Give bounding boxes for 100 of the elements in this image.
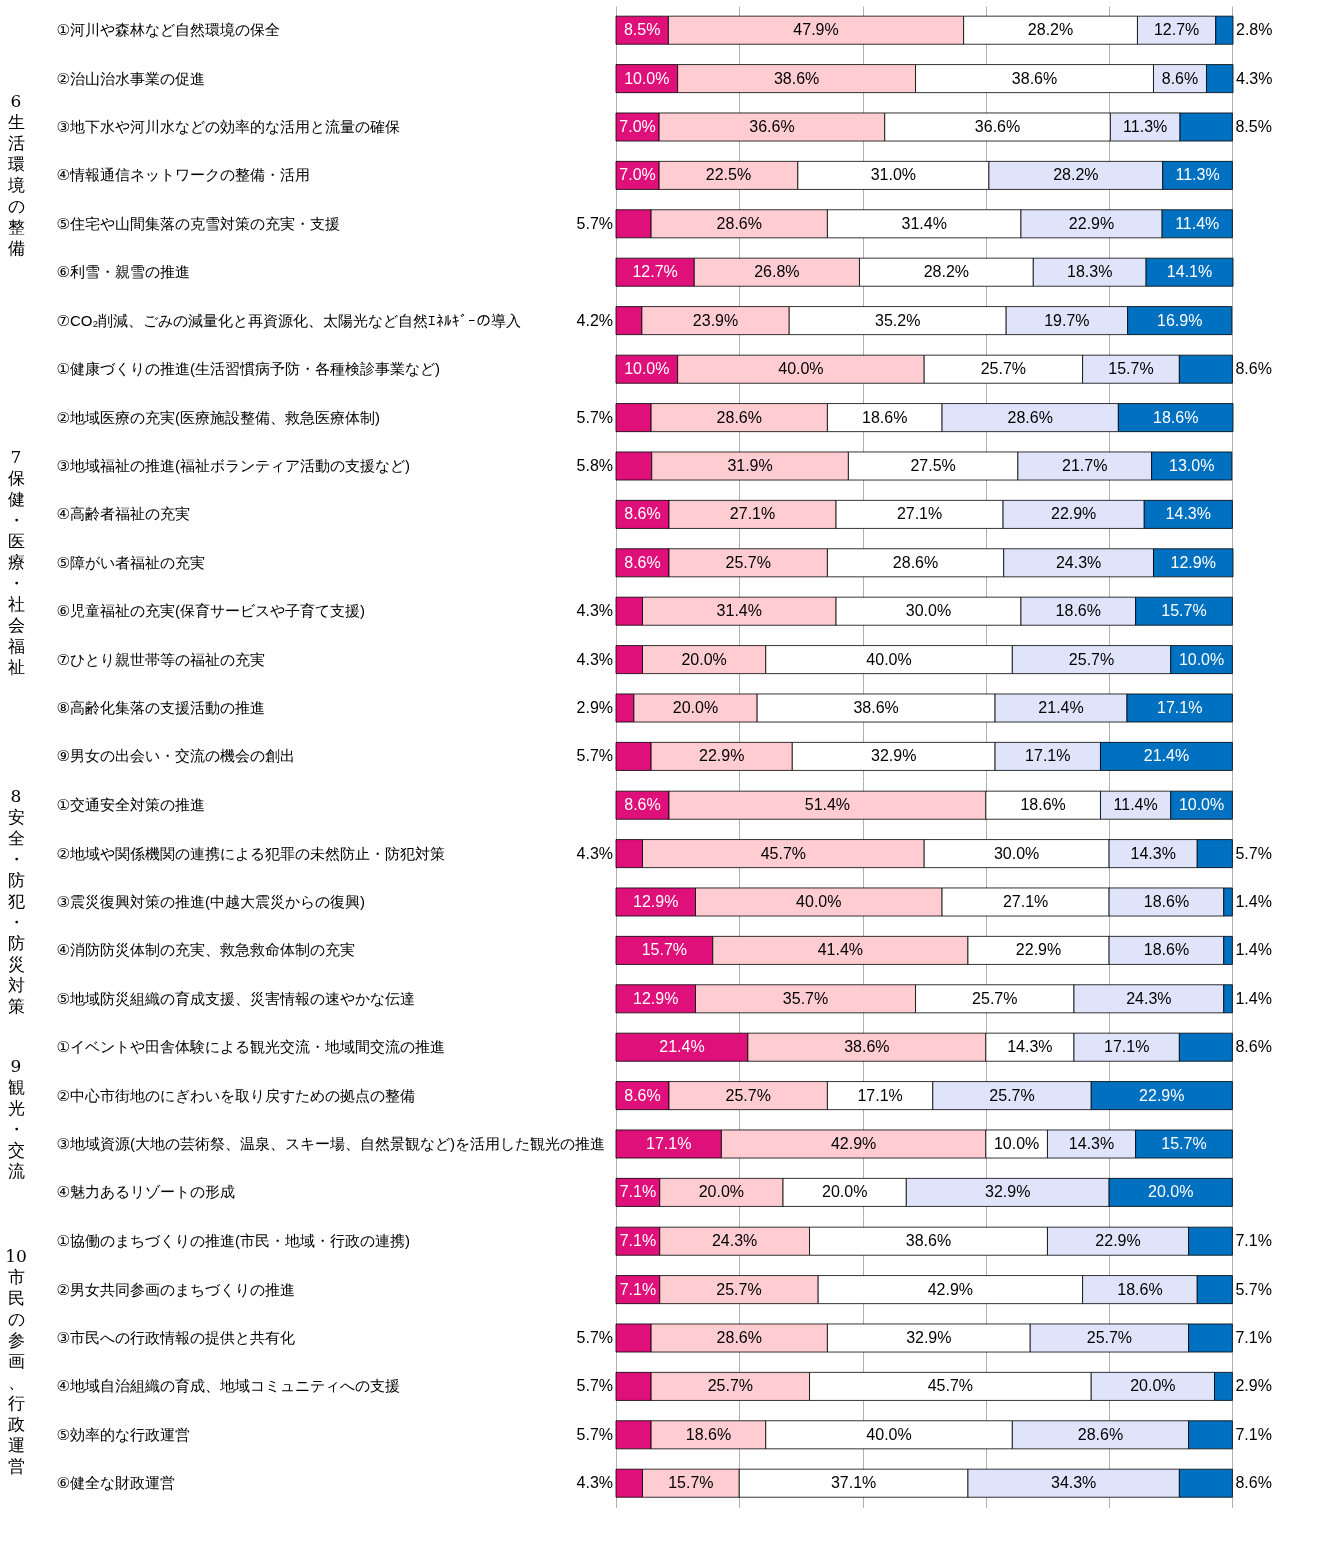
data-label: 7.0% — [619, 166, 656, 184]
y-tick-label: ③市民への行政情報の提供と共有化 — [56, 1329, 295, 1346]
data-label: 5.7% — [576, 1329, 613, 1346]
data-label: 1.4% — [1235, 989, 1272, 1007]
data-label: 17.1% — [1157, 699, 1203, 716]
y-tick-label: ③地域資源(大地の芸術祭、温泉、スキー場、自然景観など)を活用した観光の推進 — [56, 1135, 605, 1152]
data-label: 12.9% — [1170, 553, 1216, 571]
data-label: 38.6% — [773, 69, 820, 87]
data-label: 38.6% — [844, 1038, 890, 1056]
data-label: 4.3% — [576, 602, 613, 620]
data-label: 32.9% — [870, 747, 917, 765]
data-label: 20.0% — [681, 650, 727, 668]
data-label: 8.6% — [624, 796, 661, 814]
data-label: 25.7% — [707, 1377, 754, 1395]
text: 8 安全・防犯・防災対策 — [7, 786, 25, 1016]
data-label: 5.8% — [576, 457, 613, 474]
data-label: 24.3% — [711, 1232, 758, 1250]
data-label: 15.7% — [668, 1474, 714, 1492]
data-label: 5.7% — [1235, 1280, 1272, 1298]
data-label: 5.7% — [576, 747, 613, 765]
data-label: 4.3% — [576, 650, 613, 668]
data-label: 10.0% — [993, 1135, 1040, 1152]
data-label: 25.7% — [1086, 1329, 1133, 1346]
data-label: 10.0% — [624, 69, 670, 87]
data-label: 25.7% — [725, 553, 771, 571]
data-label: 8.6% — [1235, 1038, 1272, 1056]
data-label: 28.2% — [1027, 21, 1074, 39]
data-label: 7.1% — [619, 1183, 657, 1201]
data-label: 35.2% — [875, 311, 921, 329]
data-label: 25.7% — [725, 1086, 771, 1104]
data-label: 23.9% — [692, 311, 739, 329]
data-label: 4.3% — [576, 1474, 613, 1492]
data-label: 37.1% — [830, 1474, 877, 1492]
data-label: 32.9% — [906, 1329, 952, 1346]
data-label: 19.7% — [1044, 311, 1090, 329]
data-label: 7.1% — [1235, 1329, 1272, 1346]
data-label: 40.0% — [778, 360, 824, 378]
data-label: 20.0% — [1130, 1377, 1176, 1395]
data-label: 20.0% — [1148, 1183, 1194, 1201]
data-label: 28.6% — [716, 214, 762, 232]
data-label: 25.7% — [716, 1280, 762, 1298]
data-label: 31.4% — [901, 214, 947, 232]
data-label: 14.3% — [1165, 505, 1211, 523]
y-tick-label: ①協働のまちづくりの推進(市民・地域・行政の連携) — [56, 1232, 410, 1250]
data-label: 22.9% — [1050, 505, 1097, 523]
y-tick-label: ①健康づくりの推進(生活習慣病予防・各種検診事業など) — [56, 360, 440, 378]
data-label: 4.2% — [576, 311, 613, 329]
data-label: 18.6% — [1143, 893, 1190, 910]
data-label: 25.7% — [980, 360, 1027, 378]
y-tick-label: ④地域自治組織の育成、地域コミュニティへの支援 — [56, 1377, 400, 1395]
data-label: 18.6% — [1020, 796, 1066, 814]
data-label: 30.0% — [905, 602, 952, 620]
y-tick-label: ⑨男女の出会い・交流の機会の創出 — [56, 747, 295, 765]
data-label: 41.4% — [817, 941, 864, 959]
data-label: 8.6% — [1235, 1474, 1272, 1492]
data-label: 14.1% — [1166, 263, 1213, 281]
data-label: 17.1% — [1103, 1038, 1150, 1056]
data-label: 27.1% — [1002, 893, 1049, 910]
data-label: 4.3% — [1236, 69, 1273, 87]
data-label: 31.4% — [716, 602, 762, 620]
data-label: 18.6% — [1143, 941, 1190, 959]
data-label: 8.6% — [1235, 360, 1272, 378]
data-label: 27.1% — [729, 505, 776, 523]
data-label: 35.7% — [782, 989, 829, 1007]
y-tick-label: ②地域医療の充実(医療施設整備、救急医療体制) — [56, 408, 380, 426]
data-label: 45.7% — [927, 1377, 974, 1395]
data-label: 21.4% — [1038, 699, 1084, 716]
data-label: 2.8% — [1236, 21, 1273, 39]
data-label: 8.6% — [1161, 69, 1199, 87]
data-label: 40.0% — [796, 893, 842, 910]
data-label: 36.6% — [974, 118, 1021, 135]
data-label: 10.0% — [624, 360, 670, 378]
data-label: 22.5% — [705, 166, 752, 184]
data-label: 40.0% — [866, 1425, 912, 1443]
data-label: 5.7% — [576, 408, 613, 426]
data-label: 1.4% — [1235, 941, 1272, 959]
data-label: 21.4% — [659, 1038, 705, 1056]
data-label: 11.3% — [1175, 166, 1220, 184]
data-label: 45.7% — [760, 844, 807, 862]
data-label: 28.6% — [1077, 1425, 1124, 1443]
y-tick-label: ③震災復興対策の推進(中越大震災からの復興) — [56, 893, 365, 910]
y-tick-label: ①交通安全対策の推進 — [56, 796, 205, 814]
data-label: 11.4% — [1113, 796, 1158, 814]
y-tick-label: ①河川や森林など自然環境の保全 — [56, 21, 280, 39]
y-tick-label: ④消防防災体制の充実、救急救命体制の充実 — [56, 941, 355, 959]
data-label: 18.6% — [862, 408, 908, 426]
text: 7 保健・医療・社会福祉 — [7, 446, 25, 677]
data-label: 17.1% — [857, 1086, 903, 1104]
data-label: 18.6% — [1117, 1280, 1163, 1298]
y-tick-label: ⑥利雪・親雪の推進 — [56, 263, 190, 281]
data-label: 28.2% — [923, 263, 970, 281]
data-label: 22.9% — [1068, 214, 1115, 232]
data-label: 18.3% — [1067, 263, 1113, 281]
data-label: 38.6% — [853, 699, 899, 716]
data-label: 5.7% — [576, 1425, 613, 1443]
y-tick-label: ⑥児童福祉の充実(保育サービスや子育て支援) — [56, 602, 365, 620]
y-tick-label: ⑤地域防災組織の育成支援、災害情報の速やかな伝達 — [56, 989, 415, 1007]
y-tick-label: ③地下水や河川水などの効率的な活用と流量の確保 — [56, 118, 400, 135]
y-tick-label: ②地域や関係機関の連携による犯罪の未然防止・防犯対策 — [56, 844, 445, 862]
data-label: 10.0% — [1178, 796, 1225, 814]
